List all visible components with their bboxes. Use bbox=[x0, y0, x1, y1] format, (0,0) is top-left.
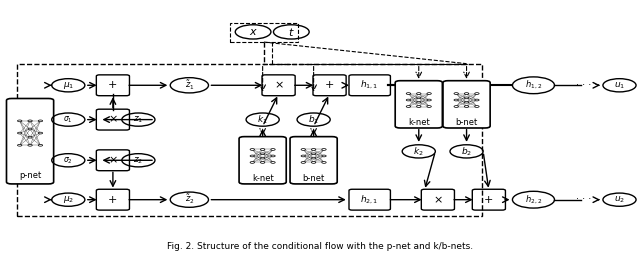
Text: b-net: b-net bbox=[456, 118, 477, 127]
Circle shape bbox=[465, 97, 468, 99]
Text: $\times$: $\times$ bbox=[108, 114, 118, 125]
Circle shape bbox=[271, 155, 275, 157]
Text: $z_2$: $z_2$ bbox=[133, 155, 143, 166]
Circle shape bbox=[312, 149, 316, 150]
Text: $\sigma_2$: $\sigma_2$ bbox=[63, 155, 73, 166]
Circle shape bbox=[38, 144, 43, 146]
Circle shape bbox=[260, 162, 265, 163]
Text: p-net: p-net bbox=[19, 171, 41, 180]
Text: $b_1$: $b_1$ bbox=[308, 113, 319, 126]
Circle shape bbox=[406, 106, 411, 107]
Circle shape bbox=[465, 93, 468, 94]
Circle shape bbox=[271, 149, 275, 150]
Text: $\mu_1$: $\mu_1$ bbox=[63, 80, 74, 91]
Circle shape bbox=[301, 149, 305, 150]
Circle shape bbox=[465, 106, 468, 107]
Circle shape bbox=[260, 157, 265, 159]
Circle shape bbox=[427, 99, 431, 101]
Circle shape bbox=[417, 93, 421, 94]
Text: k-net: k-net bbox=[408, 118, 429, 127]
Circle shape bbox=[417, 97, 421, 99]
Text: $k_1$: $k_1$ bbox=[257, 113, 268, 126]
Text: $b_2$: $b_2$ bbox=[461, 145, 472, 158]
Circle shape bbox=[417, 106, 421, 107]
Circle shape bbox=[38, 132, 43, 134]
Circle shape bbox=[28, 136, 32, 138]
Text: $x$: $x$ bbox=[248, 27, 257, 37]
Circle shape bbox=[322, 149, 326, 150]
Text: · · · ·: · · · · bbox=[575, 194, 597, 204]
Circle shape bbox=[475, 106, 479, 107]
Circle shape bbox=[312, 153, 316, 155]
Circle shape bbox=[454, 106, 458, 107]
Circle shape bbox=[250, 162, 255, 163]
Circle shape bbox=[475, 93, 479, 94]
Circle shape bbox=[322, 155, 326, 157]
Text: $h_{1,2}$: $h_{1,2}$ bbox=[525, 79, 542, 91]
FancyBboxPatch shape bbox=[395, 81, 442, 128]
Text: $z_1$: $z_1$ bbox=[133, 114, 143, 125]
Text: $h_{1,1}$: $h_{1,1}$ bbox=[360, 79, 379, 91]
Text: +: + bbox=[325, 80, 334, 90]
Circle shape bbox=[250, 155, 255, 157]
Text: $h_{2,2}$: $h_{2,2}$ bbox=[525, 194, 542, 206]
Text: +: + bbox=[108, 195, 118, 205]
Bar bbox=[17, 64, 483, 216]
Text: $\tilde{z}_2$: $\tilde{z}_2$ bbox=[184, 193, 194, 206]
Circle shape bbox=[465, 101, 468, 103]
Text: $\times$: $\times$ bbox=[274, 80, 284, 90]
Text: k-net: k-net bbox=[252, 174, 273, 183]
Circle shape bbox=[417, 101, 421, 103]
Circle shape bbox=[322, 162, 326, 163]
Text: · · · ·: · · · · bbox=[575, 80, 597, 90]
Text: b-net: b-net bbox=[303, 174, 324, 183]
Circle shape bbox=[301, 155, 305, 157]
Text: $k_2$: $k_2$ bbox=[413, 145, 424, 158]
Text: +: + bbox=[108, 80, 118, 90]
Circle shape bbox=[28, 144, 32, 146]
Circle shape bbox=[454, 93, 458, 94]
Text: $\times$: $\times$ bbox=[108, 155, 118, 166]
Circle shape bbox=[17, 120, 22, 122]
Circle shape bbox=[406, 93, 411, 94]
Circle shape bbox=[28, 128, 32, 130]
Bar bbox=[230, 23, 298, 42]
Text: $\tilde{z}_1$: $\tilde{z}_1$ bbox=[184, 79, 194, 92]
Circle shape bbox=[271, 162, 275, 163]
Circle shape bbox=[427, 93, 431, 94]
Circle shape bbox=[312, 162, 316, 163]
Circle shape bbox=[28, 120, 32, 122]
Circle shape bbox=[17, 132, 22, 134]
Text: $u_2$: $u_2$ bbox=[614, 195, 625, 205]
Text: $u_1$: $u_1$ bbox=[614, 80, 625, 90]
Text: $t$: $t$ bbox=[288, 26, 294, 38]
FancyBboxPatch shape bbox=[239, 137, 286, 184]
Circle shape bbox=[250, 149, 255, 150]
Circle shape bbox=[301, 162, 305, 163]
Text: +: + bbox=[484, 195, 493, 205]
Text: Fig. 2. Structure of the conditional flow with the p-net and k/b-nets.: Fig. 2. Structure of the conditional flo… bbox=[167, 242, 473, 251]
FancyBboxPatch shape bbox=[443, 81, 490, 128]
Text: $\sigma_1$: $\sigma_1$ bbox=[63, 114, 73, 125]
Text: $\mu_2$: $\mu_2$ bbox=[63, 194, 74, 205]
Circle shape bbox=[260, 149, 265, 150]
Circle shape bbox=[38, 120, 43, 122]
Text: $h_{2,1}$: $h_{2,1}$ bbox=[360, 194, 379, 206]
Circle shape bbox=[475, 99, 479, 101]
Circle shape bbox=[312, 157, 316, 159]
FancyBboxPatch shape bbox=[6, 98, 54, 184]
Text: $\times$: $\times$ bbox=[433, 195, 443, 205]
Circle shape bbox=[454, 99, 458, 101]
Circle shape bbox=[427, 106, 431, 107]
Circle shape bbox=[260, 153, 265, 155]
FancyBboxPatch shape bbox=[290, 137, 337, 184]
Circle shape bbox=[406, 99, 411, 101]
Circle shape bbox=[17, 144, 22, 146]
